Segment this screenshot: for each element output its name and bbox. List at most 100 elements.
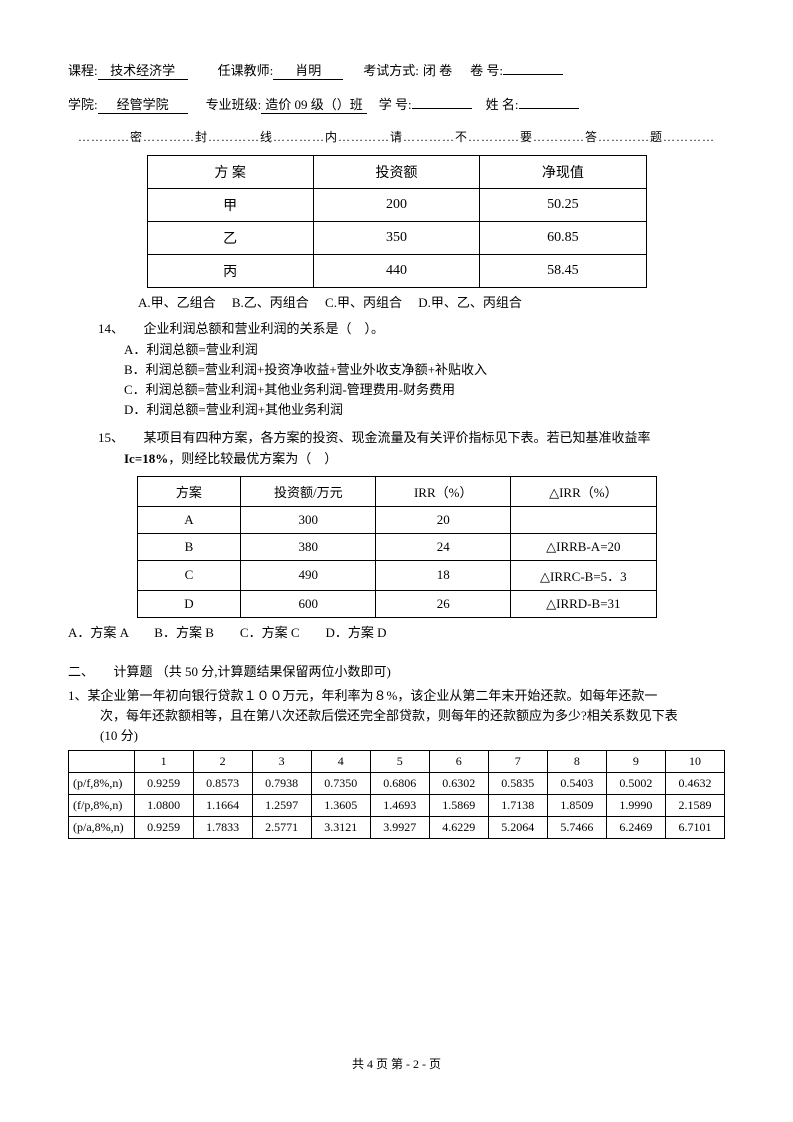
college-label: 学院: xyxy=(68,94,98,113)
th: 方 案 xyxy=(147,156,313,189)
td: 6.2469 xyxy=(606,817,665,839)
class-value: 造价 09 级（）班 xyxy=(261,94,367,114)
exam-mode-label: 考试方式: xyxy=(363,60,419,79)
th: 3 xyxy=(252,751,311,773)
td xyxy=(511,506,656,533)
table-row: 甲 200 50.25 xyxy=(147,189,646,222)
name-value xyxy=(519,108,579,109)
td: 0.5002 xyxy=(606,773,665,795)
calc-q1-line3: (10 分) xyxy=(100,726,725,746)
td: 0.5403 xyxy=(547,773,606,795)
td: 20 xyxy=(376,506,511,533)
td: 3.9927 xyxy=(370,817,429,839)
header-line-2: 学院: 经管学院 专业班级: 造价 09 级（）班 学 号: 姓 名: xyxy=(68,94,725,114)
th xyxy=(69,751,135,773)
college-value: 经管学院 xyxy=(98,94,188,114)
td: 乙 xyxy=(147,222,313,255)
student-id-value xyxy=(412,108,472,109)
q15-title: 15、 某项目有四种方案，各方案的投资、现金流量及有关评价指标见下表。若已知基准… xyxy=(98,428,725,449)
td: 1.9990 xyxy=(606,795,665,817)
td: 5.7466 xyxy=(547,817,606,839)
q15-options: A．方案 A B．方案 B C．方案 C D．方案 D xyxy=(68,622,725,641)
td: A xyxy=(137,506,241,533)
td: △IRRC-B=5．3 xyxy=(511,560,656,590)
td: 50.25 xyxy=(480,189,646,222)
q15-title-part1: 15、 某项目有四种方案，各方案的投资、现金流量及有关评价指标见下表。若已知基准… xyxy=(98,430,651,445)
exam-mode-value: 闭 卷 xyxy=(419,60,456,79)
course-label: 课程: xyxy=(68,60,98,79)
th: 6 xyxy=(429,751,488,773)
calc-q1-line2: 次，每年还款额相等，且在第八次还款后偿还完全部贷款，则每年的还款额应为多少?相关… xyxy=(100,706,725,726)
td: 380 xyxy=(241,533,376,560)
td: 26 xyxy=(376,590,511,617)
table-row: B 380 24 △IRRB-A=20 xyxy=(137,533,656,560)
td: 0.9259 xyxy=(134,817,193,839)
td: 1.1664 xyxy=(193,795,252,817)
table-row: D 600 26 △IRRD-B=31 xyxy=(137,590,656,617)
page-footer: 共 4 页 第 - 2 - 页 xyxy=(0,1055,793,1072)
td: 300 xyxy=(241,506,376,533)
table-row: 1 2 3 4 5 6 7 8 9 10 xyxy=(69,751,725,773)
th: 5 xyxy=(370,751,429,773)
th: 方案 xyxy=(137,476,241,506)
table-row: 方案 投资额/万元 IRR（%） △IRR（%） xyxy=(137,476,656,506)
td: 0.6302 xyxy=(429,773,488,795)
td: 0.7350 xyxy=(311,773,370,795)
seal-line: …………密…………封…………线…………内…………请…………不…………要…………答… xyxy=(68,128,725,145)
th: 9 xyxy=(606,751,665,773)
td: 4.6229 xyxy=(429,817,488,839)
td: 1.4693 xyxy=(370,795,429,817)
q15-title-part3: ，则经比较最优方案为（ ） xyxy=(168,451,337,466)
th: △IRR（%） xyxy=(511,476,656,506)
table-row: (p/f,8%,n) 0.9259 0.8573 0.7938 0.7350 0… xyxy=(69,773,725,795)
table-row: 乙 350 60.85 xyxy=(147,222,646,255)
th: 7 xyxy=(488,751,547,773)
section2-title: 二、 计算题 （共 50 分,计算题结果保留两位小数即可) xyxy=(68,661,725,680)
td: 2.1589 xyxy=(665,795,724,817)
td: 1.8509 xyxy=(547,795,606,817)
table-irr: 方案 投资额/万元 IRR（%） △IRR（%） A 300 20 B 380 … xyxy=(137,476,657,618)
table-row: (f/p,8%,n) 1.0800 1.1664 1.2597 1.3605 1… xyxy=(69,795,725,817)
q15-title-line2: Ic=18%，则经比较最优方案为（ ） xyxy=(124,449,725,470)
table-row: 方 案 投资额 净现值 xyxy=(147,156,646,189)
td: 0.4632 xyxy=(665,773,724,795)
td: 1.7138 xyxy=(488,795,547,817)
td: 490 xyxy=(241,560,376,590)
td: (f/p,8%,n) xyxy=(69,795,135,817)
course-value: 技术经济学 xyxy=(98,60,188,80)
td: 6.7101 xyxy=(665,817,724,839)
table-row: C 490 18 △IRRC-B=5．3 xyxy=(137,560,656,590)
th: 10 xyxy=(665,751,724,773)
td: 18 xyxy=(376,560,511,590)
teacher-label: 任课教师: xyxy=(218,60,274,79)
calc-q1-line1: 1、某企业第一年初向银行贷款１００万元，年利率为８%，该企业从第二年末开始还款。… xyxy=(68,686,725,706)
td: (p/a,8%,n) xyxy=(69,817,135,839)
th: 净现值 xyxy=(480,156,646,189)
td: 3.3121 xyxy=(311,817,370,839)
td: 5.2064 xyxy=(488,817,547,839)
q14-option-b: B．利润总额=营业利润+投资净收益+营业外收支净额+补贴收入 xyxy=(124,360,725,380)
table-coefficients: 1 2 3 4 5 6 7 8 9 10 (p/f,8%,n) 0.9259 0… xyxy=(68,750,725,839)
name-label: 姓 名: xyxy=(486,94,519,113)
student-id-label: 学 号: xyxy=(379,94,412,113)
q14-option-a: A．利润总额=营业利润 xyxy=(124,340,725,360)
td: 60.85 xyxy=(480,222,646,255)
td: 1.0800 xyxy=(134,795,193,817)
td: 0.9259 xyxy=(134,773,193,795)
th: 投资额 xyxy=(313,156,479,189)
class-label: 专业班级: xyxy=(206,94,262,113)
table-investment: 方 案 投资额 净现值 甲 200 50.25 乙 350 60.85 丙 44… xyxy=(147,155,647,288)
td: 1.3605 xyxy=(311,795,370,817)
th: 投资额/万元 xyxy=(241,476,376,506)
paper-num-value xyxy=(503,74,563,75)
td: 0.6806 xyxy=(370,773,429,795)
q14-option-d: D．利润总额=营业利润+其他业务利润 xyxy=(124,400,725,420)
q14-option-c: C．利润总额=营业利润+其他业务利润-管理费用-财务费用 xyxy=(124,380,725,400)
td: 24 xyxy=(376,533,511,560)
td: 0.5835 xyxy=(488,773,547,795)
th: 2 xyxy=(193,751,252,773)
td: 600 xyxy=(241,590,376,617)
td: 58.45 xyxy=(480,255,646,288)
header-line-1: 课程: 技术经济学 任课教师: 肖明 考试方式: 闭 卷 卷 号: xyxy=(68,60,725,80)
td: B xyxy=(137,533,241,560)
